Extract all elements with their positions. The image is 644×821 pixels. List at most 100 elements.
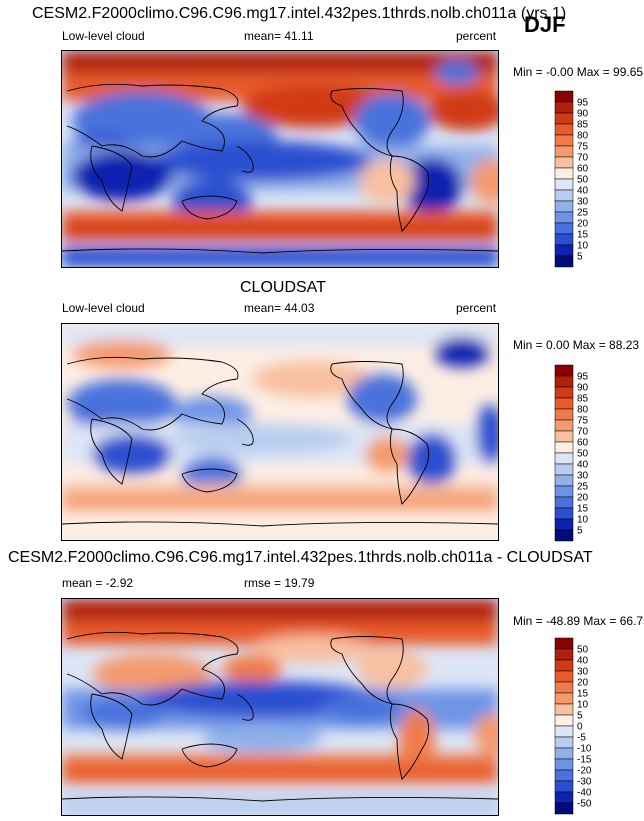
panel-3-colorbar-tick-label: 0 — [577, 722, 583, 733]
panel-2-units-label: percent — [456, 301, 497, 315]
panel-2-colorbar-box-6 — [554, 430, 574, 443]
panel-2-colorbar-box-14 — [554, 518, 574, 531]
panel-3-colorbar-tick-label: 10 — [577, 700, 589, 711]
panel-1-colorbar-box-7 — [554, 167, 574, 180]
panel-1-colorbar-tick-label: 50 — [577, 175, 589, 186]
panel-1-colorbar-box-4 — [554, 134, 574, 147]
panel-3-colorbar-box-13 — [554, 780, 574, 793]
panel-2-colorbar-box-3 — [554, 397, 574, 410]
panel-2-colorbar-box-11 — [554, 485, 574, 498]
panel-3-colorbar-tick-label: 50 — [577, 645, 589, 656]
panel-1-colorbar-box-1 — [554, 101, 574, 114]
panel-3-colorbar-box-5 — [554, 692, 574, 705]
panel-3-colorbar-box-10 — [554, 747, 574, 760]
panel-1-colorbar-tick-label: 90 — [577, 109, 589, 120]
panel-2-colorbar-box-8 — [554, 452, 574, 465]
panel-1-colorbar-box-11 — [554, 211, 574, 224]
panel-3-colorbar-box-8 — [554, 725, 574, 738]
panel-1-colorbar-tick-label: 40 — [577, 186, 589, 197]
panel-1-colorbar-tick-label: 25 — [577, 208, 589, 219]
panel-1-colorbar-box-2 — [554, 112, 574, 125]
panel-2-colorbar-box-2 — [554, 386, 574, 399]
panel-3-colorbar-tick-label: 30 — [577, 667, 589, 678]
panel-1-minmax-label: Min = -0.00 Max = 99.65 — [513, 65, 644, 79]
panel-3-rmse-label: rmse = 19.79 — [244, 576, 315, 590]
panel-3-colorbar-box-1 — [554, 648, 574, 661]
panel-1-units-label: percent — [456, 29, 497, 43]
panel-2-colorbar-tick-label: 80 — [577, 405, 589, 416]
panel-3-colorbar-box-2 — [554, 659, 574, 672]
panel-3-colorbar-box-12 — [554, 769, 574, 782]
panel-2-coastlines — [62, 356, 498, 527]
panel-3-map — [61, 598, 499, 816]
panel-2-colorbar-tick-label: 15 — [577, 504, 589, 515]
panel-1-colorbar-tick-label: 20 — [577, 219, 589, 230]
panel-2-colorbar-tick-label: 50 — [577, 449, 589, 460]
panel-2-colorbar-box-12 — [554, 496, 574, 509]
panel-3-colorbar-box-6 — [554, 703, 574, 716]
panel-3-colorbar-tick-label: -30 — [577, 777, 592, 788]
panel-1-colorbar-box-5 — [554, 145, 574, 158]
season-label: DJF — [524, 12, 566, 37]
panel-3-coastlines — [62, 631, 498, 802]
panel-2-colorbar-tick-label: 85 — [577, 394, 589, 405]
panel-1-field — [62, 51, 498, 267]
panel-1-colorbar-box-13 — [554, 233, 574, 246]
panel-1-colorbar-tick-label: 85 — [577, 120, 589, 131]
panel-1-title: CESM2.F2000climo.C96.C96.mg17.intel.432p… — [32, 5, 567, 22]
panel-3-colorbar-box-3 — [554, 670, 574, 683]
panel-2-colorbar-tick-label: 30 — [577, 471, 589, 482]
panel-2-title: CLOUDSAT — [240, 279, 326, 296]
panel-3-colorbar-tick-label: 15 — [577, 689, 589, 700]
panel-3-colorbar-tick-label: -40 — [577, 788, 592, 799]
panel-2-colorbar-box-13 — [554, 507, 574, 520]
panel-1-colorbar-tick-label: 15 — [577, 230, 589, 241]
panel-1-colorbar-box-12 — [554, 222, 574, 235]
panel-2-colorbar-tick-label: 95 — [577, 372, 589, 383]
panel-2-colorbar-tick-label: 25 — [577, 482, 589, 493]
panel-1-colorbar-tick-label: 75 — [577, 142, 589, 153]
panel-3-title: CESM2.F2000climo.C96.C96.mg17.intel.432p… — [8, 549, 593, 566]
panel-3-colorbar-box-14 — [554, 791, 574, 804]
panel-2-colorbar-tick-label: 20 — [577, 493, 589, 504]
panel-1-colorbar-tick-label: 95 — [577, 98, 589, 109]
panel-1-colorbar-box-6 — [554, 156, 574, 169]
panel-1-coastlines — [62, 83, 498, 254]
panel-3-colorbar-tick-label: -10 — [577, 744, 592, 755]
panel-2-colorbar-tick-label: 5 — [577, 526, 583, 537]
panel-3-colorbar-box-7 — [554, 714, 574, 727]
panel-2-colorbar-tick-label: 60 — [577, 438, 589, 449]
panel-2-colorbar-box-7 — [554, 441, 574, 454]
panel-1-colorbar-tick-label: 10 — [577, 241, 589, 252]
panel-1-colorbar-box-0 — [554, 90, 574, 103]
panel-2-colorbar-box-1 — [554, 375, 574, 388]
panel-1-colorbar-box-14 — [554, 244, 574, 257]
panel-1-colorbar-tick-label: 30 — [577, 197, 589, 208]
panel-1-colorbar-box-8 — [554, 178, 574, 191]
panel-3-colorbar-tick-label: 20 — [577, 678, 589, 689]
panel-3-colorbar-box-4 — [554, 681, 574, 694]
panel-3-colorbar: 50 40 30 20 15 10 5 0 -5 -10 -15 -20 -30 -40 -50 — [554, 637, 615, 815]
panel-2-colorbar-tick-label: 75 — [577, 416, 589, 427]
panel-2-colorbar-box-15 — [554, 529, 574, 542]
panel-3-colorbar-tick-label: 40 — [577, 656, 589, 667]
panel-2-map — [61, 323, 499, 541]
panel-1-map — [61, 50, 499, 268]
panel-2-mean-label: mean= 44.03 — [244, 301, 315, 315]
panel-2-colorbar-tick-label: 40 — [577, 460, 589, 471]
panel-2-colorbar-tick-label: 70 — [577, 427, 589, 438]
panel-1-colorbar-tick-label: 70 — [577, 153, 589, 164]
panel-1-colorbar-tick-label: 60 — [577, 164, 589, 175]
panel-3-mean-label: mean = -2.92 — [62, 576, 134, 590]
panel-3-colorbar-box-9 — [554, 736, 574, 749]
panel-1-colorbar-box-3 — [554, 123, 574, 136]
panel-2-variable-label: Low-level cloud — [62, 301, 145, 315]
panel-3-colorbar-box-15 — [554, 802, 574, 815]
panel-2-colorbar-box-5 — [554, 419, 574, 432]
panel-1-variable-label: Low-level cloud — [62, 29, 145, 43]
panel-3-colorbar-tick-label: -5 — [577, 733, 586, 744]
panel-3-colorbar-tick-label: -50 — [577, 799, 592, 810]
panel-1-colorbar-box-10 — [554, 200, 574, 213]
